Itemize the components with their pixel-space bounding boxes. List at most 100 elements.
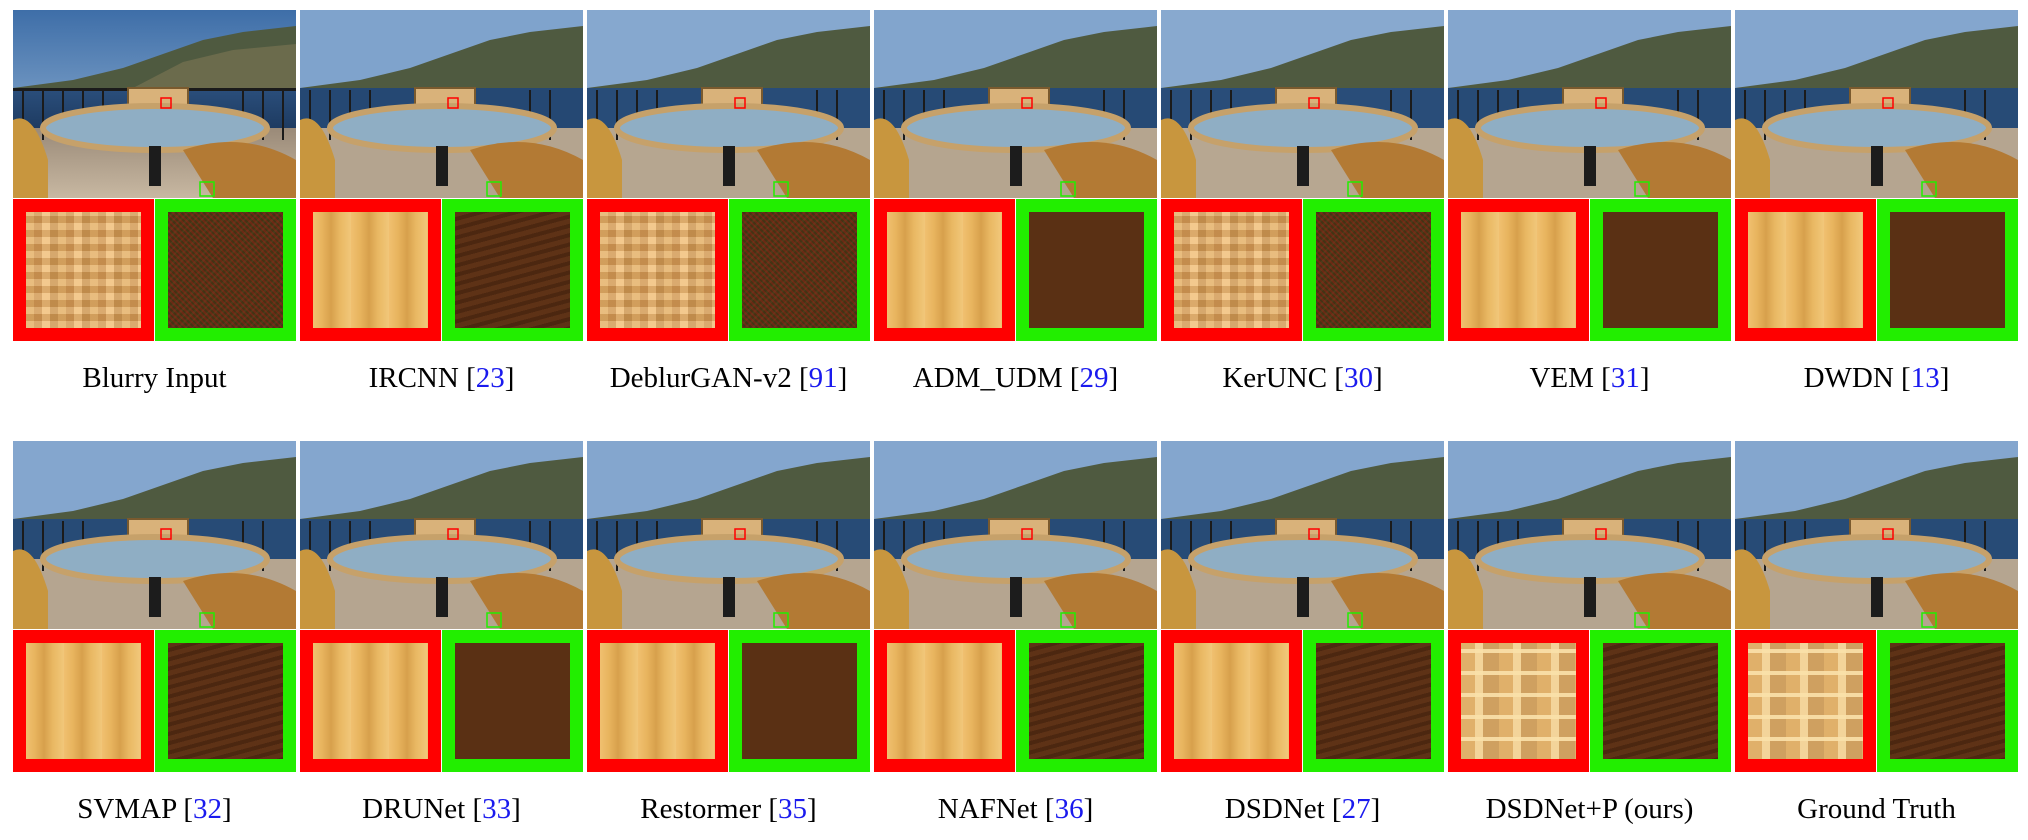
brown-crop <box>168 643 283 759</box>
green-crop-box <box>1016 630 1157 772</box>
panel-blurry-input: Blurry Input <box>13 10 296 394</box>
green-crop-box <box>1590 199 1731 341</box>
brown-crop <box>1029 212 1144 328</box>
panel-ground-truth: Ground Truth <box>1735 441 2018 825</box>
wood-crop <box>26 643 141 759</box>
green-crop-box <box>155 199 296 341</box>
method-name: VEM <box>1529 362 1594 394</box>
panel-nafnet: NAFNet [36] <box>874 441 1157 825</box>
brown-crop <box>1890 212 2005 328</box>
scene-image <box>874 441 1157 629</box>
green-crop-box <box>729 630 870 772</box>
green-crop-box <box>1590 630 1731 772</box>
scene-image <box>1161 10 1444 198</box>
caption: SVMAP [32] <box>77 793 232 825</box>
scene-image <box>1448 441 1731 629</box>
wood-crop <box>1461 643 1576 759</box>
panel-svmap: SVMAP [32] <box>13 441 296 825</box>
brown-crop <box>455 212 570 328</box>
green-crop-box <box>1877 630 2018 772</box>
red-crop-box <box>300 199 441 341</box>
method-name: Restormer <box>640 793 762 825</box>
green-crop-box <box>442 630 583 772</box>
red-crop-box <box>13 199 154 341</box>
red-crop-box <box>1161 630 1302 772</box>
panel-restormer: Restormer [35] <box>587 441 870 825</box>
wood-crop <box>600 643 715 759</box>
method-name: Blurry Input <box>82 362 227 394</box>
method-name: NAFNet <box>937 793 1038 825</box>
panel-kerunc: KerUNC [30] <box>1161 10 1444 394</box>
wood-crop <box>1461 212 1576 328</box>
citation-link[interactable]: 36 <box>1054 793 1084 825</box>
scene-image <box>1735 441 2018 629</box>
wood-crop <box>887 212 1002 328</box>
scene-image <box>300 441 583 629</box>
brown-crop <box>1603 212 1718 328</box>
method-name: ADM_UDM <box>912 362 1063 394</box>
method-name: Ground Truth <box>1797 793 1956 825</box>
caption: DRUNet [33] <box>362 793 521 825</box>
citation-link[interactable]: 32 <box>193 793 223 825</box>
green-crop-box <box>1303 630 1444 772</box>
wood-crop <box>1174 212 1289 328</box>
brown-crop <box>1316 643 1431 759</box>
panel-drunet: DRUNet [33] <box>300 441 583 825</box>
citation-link[interactable]: 91 <box>808 362 838 394</box>
scene-image <box>587 10 870 198</box>
red-crop-box <box>1735 630 1876 772</box>
caption: KerUNC [30] <box>1222 362 1383 394</box>
caption: DSDNet [27] <box>1224 793 1381 825</box>
red-crop-box <box>587 199 728 341</box>
brown-crop <box>1029 643 1144 759</box>
panel-ircnn: IRCNN [23] <box>300 10 583 394</box>
scene-image <box>1448 10 1731 198</box>
caption: DSDNet+P (ours) <box>1448 793 1731 826</box>
green-crop-box <box>729 199 870 341</box>
method-name: DRUNet <box>362 793 466 825</box>
caption: Ground Truth <box>1735 793 2018 826</box>
red-crop-box <box>587 630 728 772</box>
citation-link[interactable]: 23 <box>475 362 505 394</box>
panel-adm-udm: ADM_UDM [29] <box>874 10 1157 394</box>
scene-image <box>874 10 1157 198</box>
scene-image <box>13 441 296 629</box>
citation-link[interactable]: 30 <box>1343 362 1373 394</box>
wood-crop <box>887 643 1002 759</box>
citation-link[interactable]: 31 <box>1610 362 1640 394</box>
red-crop-box <box>1448 199 1589 341</box>
wood-crop <box>313 643 428 759</box>
panel-dsdnet-p: DSDNet+P (ours) <box>1448 441 1731 825</box>
wood-crop <box>26 212 141 328</box>
citation-link[interactable]: 29 <box>1079 362 1109 394</box>
citation-link[interactable]: 35 <box>778 793 808 825</box>
red-crop-box <box>874 199 1015 341</box>
scene-image <box>300 10 583 198</box>
wood-crop <box>600 212 715 328</box>
wood-crop <box>1174 643 1289 759</box>
method-name: DeblurGAN-v2 <box>609 362 792 394</box>
method-name: IRCNN <box>368 362 459 394</box>
brown-crop <box>168 212 283 328</box>
method-name: SVMAP <box>77 793 177 825</box>
caption: NAFNet [36] <box>937 793 1094 825</box>
method-name: DSDNet+P (ours) <box>1485 793 1694 825</box>
wood-crop <box>313 212 428 328</box>
citation-link[interactable]: 27 <box>1341 793 1371 825</box>
panel-dwdn: DWDN [13] <box>1735 10 2018 394</box>
scene-image <box>13 10 296 198</box>
green-crop-box <box>155 630 296 772</box>
brown-crop <box>1890 643 2005 759</box>
brown-crop <box>742 643 857 759</box>
panel-vem: VEM [31] <box>1448 10 1731 394</box>
caption: DeblurGAN-v2 [91] <box>609 362 848 394</box>
caption: IRCNN [23] <box>368 362 515 394</box>
citation-link[interactable]: 13 <box>1910 362 1940 394</box>
red-crop-box <box>874 630 1015 772</box>
brown-crop <box>1316 212 1431 328</box>
method-name: DSDNet <box>1224 793 1325 825</box>
caption: Restormer [35] <box>640 793 817 825</box>
caption: VEM [31] <box>1529 362 1650 394</box>
method-name: KerUNC <box>1222 362 1328 394</box>
citation-link[interactable]: 33 <box>482 793 512 825</box>
